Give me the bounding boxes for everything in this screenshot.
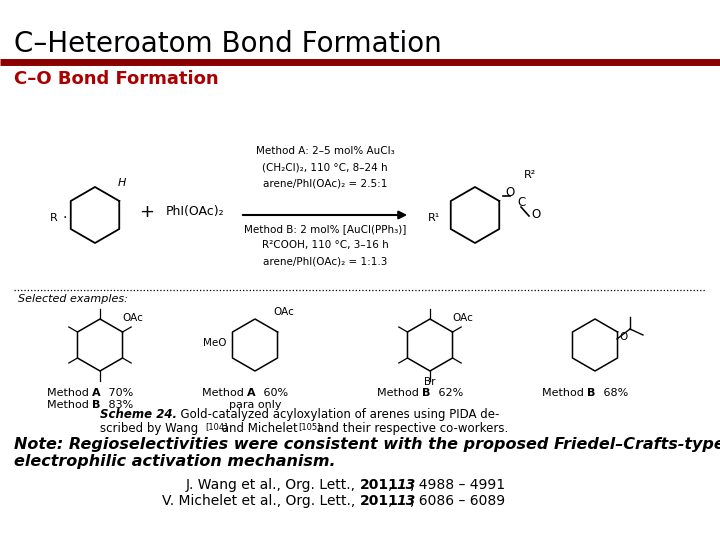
Text: MeO: MeO <box>204 338 227 348</box>
Text: O: O <box>619 332 627 342</box>
Text: [105]: [105] <box>298 422 320 431</box>
Text: A: A <box>247 388 256 398</box>
Text: and Michelet: and Michelet <box>218 422 298 435</box>
Text: A: A <box>92 388 101 398</box>
Text: Method A: 2–5 mol% AuCl₃: Method A: 2–5 mol% AuCl₃ <box>256 146 395 156</box>
Text: arene/PhI(OAc)₂ = 2.5:1: arene/PhI(OAc)₂ = 2.5:1 <box>263 178 387 188</box>
Text: 2011: 2011 <box>360 494 399 508</box>
Text: V. Michelet et al., Org. Lett.,: V. Michelet et al., Org. Lett., <box>163 494 360 508</box>
Text: Method: Method <box>47 400 92 410</box>
Text: OAc: OAc <box>273 307 294 317</box>
Text: PhI(OAc)₂: PhI(OAc)₂ <box>166 206 225 219</box>
Text: 13: 13 <box>396 478 415 492</box>
Text: electrophilic activation mechanism.: electrophilic activation mechanism. <box>14 454 336 469</box>
Text: arene/PhI(OAc)₂ = 1:1.3: arene/PhI(OAc)₂ = 1:1.3 <box>263 256 387 266</box>
Text: C–O Bond Formation: C–O Bond Formation <box>14 70 219 88</box>
Text: 60%: 60% <box>260 388 288 398</box>
Text: , 4988 – 4991: , 4988 – 4991 <box>410 478 505 492</box>
Text: , 6086 – 6089: , 6086 – 6089 <box>410 494 505 508</box>
Text: (CH₂Cl)₂, 110 °C, 8–24 h: (CH₂Cl)₂, 110 °C, 8–24 h <box>262 162 388 172</box>
Text: R²: R² <box>524 170 536 180</box>
Text: Method: Method <box>541 388 587 398</box>
Text: Method: Method <box>47 388 92 398</box>
Bar <box>14 102 706 398</box>
Text: Method: Method <box>202 388 247 398</box>
Text: ,: , <box>388 478 397 492</box>
Text: +: + <box>140 203 155 221</box>
Text: Selected examples:: Selected examples: <box>18 294 128 304</box>
Text: C: C <box>517 197 525 210</box>
Text: 70%: 70% <box>105 388 133 398</box>
Text: ·: · <box>62 211 66 225</box>
Text: Method B: 2 mol% [AuCl(PPh₃)]: Method B: 2 mol% [AuCl(PPh₃)] <box>244 224 406 234</box>
Text: [104]: [104] <box>205 422 228 431</box>
Text: J. Wang et al., Org. Lett.,: J. Wang et al., Org. Lett., <box>186 478 360 492</box>
Text: 68%: 68% <box>600 388 629 398</box>
Text: ,: , <box>388 494 397 508</box>
Text: H: H <box>118 178 127 188</box>
Text: O: O <box>505 186 514 199</box>
Text: 83%: 83% <box>105 400 133 410</box>
Text: O: O <box>531 207 540 220</box>
Text: OAc: OAc <box>122 313 143 323</box>
Text: 62%: 62% <box>435 388 463 398</box>
Text: Scheme 24.: Scheme 24. <box>100 408 177 421</box>
Text: 2011: 2011 <box>360 478 399 492</box>
Text: C–Heteroatom Bond Formation: C–Heteroatom Bond Formation <box>14 30 442 58</box>
Text: B: B <box>587 388 595 398</box>
Text: R¹: R¹ <box>428 213 440 223</box>
Text: Gold-catalyzed acyloxylation of arenes using PIDA de-: Gold-catalyzed acyloxylation of arenes u… <box>173 408 500 421</box>
Text: R²COOH, 110 °C, 3–16 h: R²COOH, 110 °C, 3–16 h <box>261 240 388 250</box>
Text: OAc: OAc <box>452 313 473 323</box>
Text: Method: Method <box>377 388 422 398</box>
Text: R: R <box>50 213 58 223</box>
Text: scribed by Wang: scribed by Wang <box>100 422 198 435</box>
Text: para only: para only <box>229 400 282 410</box>
Text: and their respective co-workers.: and their respective co-workers. <box>313 422 508 435</box>
Text: B: B <box>422 388 431 398</box>
Text: Note: Regioselectivities were consistent with the proposed Friedel–Crafts-type: Note: Regioselectivities were consistent… <box>14 437 720 452</box>
Text: Br: Br <box>424 377 436 387</box>
Text: B: B <box>92 400 100 410</box>
Text: 13: 13 <box>396 494 415 508</box>
